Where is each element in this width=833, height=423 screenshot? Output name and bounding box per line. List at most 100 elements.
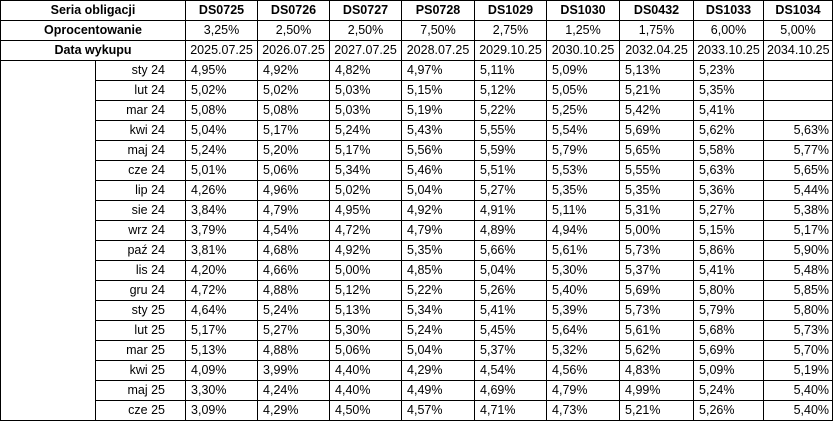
rate-cell: 1,75%	[619, 20, 695, 41]
yield-cell: 4,54%	[257, 220, 331, 241]
table-row: lis 24 4,20% 4,66% 5,00% 4,85% 5,04% 5,30% 5,37…	[0, 260, 833, 281]
yield-cell: 5,55%	[474, 120, 548, 141]
yield-cell: 3,79%	[185, 220, 259, 241]
maturity-cell: 2034.10.25	[763, 40, 833, 61]
yield-cell: 5,59%	[474, 140, 548, 161]
yield-cell: 5,41%	[693, 260, 765, 281]
yield-cell: 5,04%	[185, 120, 259, 141]
yield-cell: 5,04%	[474, 260, 548, 281]
yield-cell: 5,24%	[329, 120, 403, 141]
yield-cell: 5,38%	[763, 200, 833, 221]
series-name: DS1029	[474, 0, 548, 21]
yield-cell: 4,72%	[329, 220, 403, 241]
yield-cell: 4,71%	[474, 400, 548, 421]
yield-cell: 5,35%	[546, 180, 621, 201]
yield-cell: 5,43%	[401, 120, 476, 141]
table-row: paź 24 3,81% 4,68% 4,92% 5,35% 5,66% 5,61% 5,73…	[0, 240, 833, 261]
yield-cell: 5,08%	[257, 100, 331, 121]
yield-cell: 5,40%	[546, 280, 621, 301]
yield-cell: 5,61%	[546, 240, 621, 261]
month-cell: mar 24	[94, 100, 187, 121]
yield-cell: 4,50%	[329, 400, 403, 421]
rate-cell: 2,50%	[329, 20, 403, 41]
table-row: lut 25 5,17% 5,27% 5,30% 5,24% 5,45% 5,64% 5,61…	[0, 320, 833, 341]
yield-cell: 5,46%	[401, 160, 476, 181]
yield-cell: 5,02%	[257, 80, 331, 101]
row-spacer-cell	[0, 80, 96, 101]
yield-cell: 5,03%	[329, 100, 403, 121]
yield-cell: 4,83%	[619, 360, 695, 381]
yield-cell: 5,54%	[546, 120, 621, 141]
maturity-header-row: Data wykupu 2025.07.25 2026.07.25 2027.0…	[0, 40, 833, 61]
yield-cell: 4,95%	[329, 200, 403, 221]
row-spacer-cell	[0, 200, 96, 221]
yield-cell: 4,89%	[474, 220, 548, 241]
yield-cell: 5,68%	[693, 320, 765, 341]
series-name: DS0726	[257, 0, 331, 21]
yield-cell: 5,12%	[329, 280, 403, 301]
row-spacer-cell	[0, 220, 96, 241]
yield-cell: 5,01%	[185, 160, 259, 181]
yield-cell: 4,49%	[401, 380, 476, 401]
row-spacer-cell	[0, 400, 96, 421]
rate-cell: 3,25%	[185, 20, 259, 41]
rate-cell: 7,50%	[401, 20, 476, 41]
yield-cell: 5,22%	[401, 280, 476, 301]
yield-cell: 5,19%	[763, 360, 833, 381]
yield-cell: 3,84%	[185, 200, 259, 221]
yield-cell: 4,79%	[401, 220, 476, 241]
yield-cell: 5,40%	[763, 400, 833, 421]
month-cell: cze 24	[94, 160, 187, 181]
yield-cell: 5,00%	[619, 220, 695, 241]
rate-cell: 5,00%	[763, 20, 833, 41]
yield-cell: 5,62%	[693, 120, 765, 141]
yield-cell: 4,88%	[257, 340, 331, 361]
yield-cell: 5,79%	[693, 300, 765, 321]
series-name: PS0728	[401, 0, 476, 21]
yield-cell: 5,26%	[693, 400, 765, 421]
yield-cell: 5,09%	[546, 60, 621, 81]
yield-cell: 4,66%	[257, 260, 331, 281]
yield-cell: 4,96%	[257, 180, 331, 201]
yield-cell: 5,24%	[693, 380, 765, 401]
yield-cell: 5,02%	[329, 180, 403, 201]
rate-cell: 6,00%	[693, 20, 765, 41]
yield-cell: 5,06%	[257, 160, 331, 181]
yield-cell: 5,69%	[619, 120, 695, 141]
yield-cell: 5,80%	[693, 280, 765, 301]
yield-cell: 5,24%	[257, 300, 331, 321]
yield-cell: 5,00%	[329, 260, 403, 281]
row-spacer-cell	[0, 160, 96, 181]
yield-cell: 5,19%	[401, 100, 476, 121]
yield-cell	[763, 60, 833, 81]
yield-cell: 5,65%	[763, 160, 833, 181]
yield-cell: 4,09%	[185, 360, 259, 381]
table-row: maj 25 3,30% 4,24% 4,40% 4,49% 4,69% 4,79% 4,99…	[0, 380, 833, 401]
yield-cell: 4,54%	[474, 360, 548, 381]
yield-cell: 5,31%	[619, 200, 695, 221]
yield-cell: 5,36%	[693, 180, 765, 201]
yield-cell: 5,17%	[185, 320, 259, 341]
yield-cell: 5,20%	[257, 140, 331, 161]
yield-cell: 5,35%	[693, 80, 765, 101]
month-cell: cze 25	[94, 400, 187, 421]
yield-cell: 5,13%	[619, 60, 695, 81]
yield-cell: 5,30%	[546, 260, 621, 281]
month-cell: sie 24	[94, 200, 187, 221]
yield-cell: 5,73%	[619, 240, 695, 261]
yield-cell: 4,95%	[185, 60, 259, 81]
yield-cell: 5,80%	[763, 300, 833, 321]
table-row: kwi 25 4,09% 3,99% 4,40% 4,29% 4,54% 4,56% 4,83…	[0, 360, 833, 381]
table-row: sie 24 3,84% 4,79% 4,95% 4,92% 4,91% 5,11% 5,31…	[0, 200, 833, 221]
table-row: lip 24 4,26% 4,96% 5,02% 5,04% 5,27% 5,35% 5,35…	[0, 180, 833, 201]
series-name: DS1033	[693, 0, 765, 21]
yield-cell: 5,55%	[619, 160, 695, 181]
yield-cell: 5,34%	[329, 160, 403, 181]
maturity-cell: 2029.10.25	[474, 40, 548, 61]
yield-cell: 5,27%	[693, 200, 765, 221]
yield-cell: 5,53%	[546, 160, 621, 181]
yield-cell: 5,30%	[329, 320, 403, 341]
series-header-label: Seria obligacji	[0, 0, 187, 21]
month-cell: lis 24	[94, 260, 187, 281]
